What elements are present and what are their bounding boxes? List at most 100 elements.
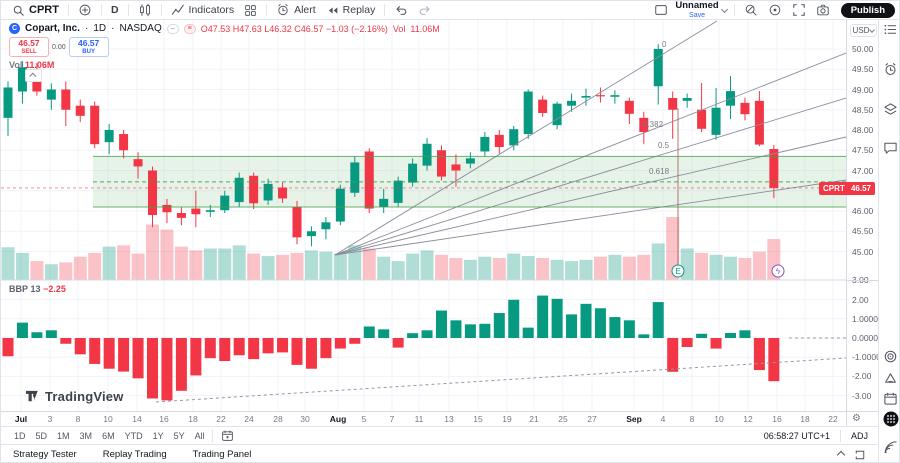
compare-button[interactable] — [73, 2, 97, 19]
alert-button[interactable]: Alert — [271, 2, 321, 19]
interval-button[interactable]: D — [106, 2, 124, 19]
range-button-1m[interactable]: 1M — [57, 430, 70, 441]
redo-button[interactable] — [413, 2, 437, 19]
volume-value: 11.06M — [24, 60, 55, 70]
range-button-3m[interactable]: 3M — [79, 430, 93, 441]
bbp-bar — [262, 338, 274, 354]
volume-bar — [304, 250, 318, 280]
price-axis[interactable]: USD 50.00 49.50 49.00 48.50 48.00 47.50 47.00 4… — [846, 20, 881, 411]
calendar-icon[interactable] — [883, 391, 898, 406]
range-button-6m[interactable]: 6M — [102, 430, 115, 441]
alarm-clock-icon — [276, 3, 290, 17]
range-button-5d[interactable]: 5D — [35, 430, 48, 441]
buy-button[interactable]: 46.57 BUY — [68, 37, 109, 57]
panel-expand-chevron-icon[interactable] — [836, 450, 846, 459]
broadcast-icon[interactable] — [883, 440, 898, 455]
currency-selector[interactable]: USD — [850, 24, 877, 37]
hide-symbol-button[interactable]: – — [166, 23, 179, 34]
adjusted-data-toggle[interactable]: ADJ — [850, 430, 868, 441]
range-button-all[interactable]: All — [194, 430, 205, 441]
apps-grid-icon[interactable] — [883, 411, 899, 427]
tab-replay-trading[interactable]: Replay Trading — [102, 449, 167, 460]
buy-price: 46.57 — [77, 38, 100, 49]
time-axis-tick: 11 — [414, 414, 424, 424]
time-axis[interactable]: ⚙ Jul 3 8 10 14 16 18 22 24 28 30 Aug 5 7 11 13 15 19 21 25… — [1, 411, 878, 427]
tab-trading-panel[interactable]: Trading Panel — [192, 449, 252, 460]
bbp-bar — [31, 332, 43, 338]
go-to-date-icon[interactable] — [221, 429, 234, 442]
chart-canvas[interactable]: 0 0.382 0.5 0.618 E ϟ — [1, 20, 846, 411]
price-axis-tick: 47.50 — [852, 145, 874, 156]
chevron-down-icon[interactable] — [720, 5, 728, 13]
bbp-bar — [594, 308, 606, 338]
axis-settings-gear-icon[interactable]: ⚙ — [852, 413, 861, 424]
bbp-length: 13 — [30, 284, 41, 294]
symbol-search-button[interactable]: CPRT — [7, 2, 64, 19]
volume-bar — [463, 259, 477, 280]
volume-bar — [608, 254, 622, 280]
volume-bar — [420, 250, 434, 280]
symbol-legend[interactable]: C Copart, Inc. · 1D · NASDAQ – ≡ O47.53 … — [9, 23, 440, 34]
range-button-5y[interactable]: 5Y — [173, 430, 185, 441]
candle — [552, 103, 562, 126]
range-button-1y[interactable]: 1Y — [152, 430, 164, 441]
candle — [321, 222, 331, 230]
layout-name[interactable]: Unnamed Save — [675, 1, 718, 19]
screener-target-icon[interactable] — [883, 349, 898, 364]
volume-bar — [203, 248, 217, 280]
candle — [234, 177, 244, 203]
price-axis-tick: 47.00 — [852, 165, 874, 176]
toolbar-separator — [384, 4, 386, 16]
candle — [624, 100, 634, 114]
range-button-ytd[interactable]: YTD — [124, 430, 143, 441]
volume-bar — [724, 256, 737, 280]
publish-button[interactable]: Publish — [840, 2, 895, 18]
volume-bar — [507, 253, 521, 280]
object-tree-icon[interactable] — [883, 102, 898, 117]
replay-button[interactable]: Replay — [321, 2, 381, 19]
quick-search-button[interactable] — [739, 2, 763, 19]
bbp-bar — [320, 338, 332, 359]
panel-maximize-icon[interactable] — [854, 449, 866, 461]
chevron-down-icon — [869, 26, 876, 33]
clock-readout[interactable]: 06:58:27 UTC+1 — [763, 430, 830, 441]
volume-bar — [752, 251, 766, 280]
watchlist-icon[interactable] — [883, 22, 898, 37]
pine-editor-icon[interactable] — [883, 371, 898, 386]
collapse-widget-button[interactable] — [25, 69, 42, 82]
snapshot-button[interactable] — [811, 2, 835, 19]
alerts-manager-button[interactable] — [763, 2, 787, 19]
bbp-legend[interactable]: BBP 13 −2.25 — [9, 284, 66, 294]
fib-fan-line — [334, 97, 846, 256]
chat-icon[interactable] — [883, 140, 898, 155]
candle — [740, 102, 750, 115]
undo-button[interactable] — [389, 2, 413, 19]
chart-style-button[interactable] — [133, 2, 157, 19]
time-axis-tick: 13 — [444, 414, 454, 424]
layout-templates-button[interactable] — [239, 2, 262, 19]
last-price-label: CPRT 46.57 — [819, 182, 875, 195]
bbp-bar — [392, 338, 404, 348]
candle — [465, 158, 475, 164]
price-axis-tick: 50.00 — [852, 44, 874, 54]
candle — [523, 91, 533, 135]
bbp-bar — [725, 333, 736, 338]
alerts-clock-icon[interactable] — [883, 62, 898, 77]
sell-button[interactable]: 46.57 SELL — [9, 37, 49, 57]
indicators-button[interactable]: Indicators — [166, 2, 240, 19]
symbol-more-button[interactable]: ≡ — [183, 23, 196, 34]
bbp-bar — [118, 338, 130, 372]
candle — [754, 100, 764, 145]
volume-bar — [622, 256, 636, 280]
volume-bar — [174, 246, 188, 280]
tab-strategy-tester[interactable]: Strategy Tester — [13, 449, 77, 460]
fib-fan-label: 0.5 — [658, 141, 670, 150]
price-axis-tick: 48.00 — [852, 125, 874, 135]
bbp-bar — [60, 338, 72, 344]
range-button-1d[interactable]: 1D — [14, 430, 26, 441]
layout-select-button[interactable] — [649, 2, 673, 19]
fullscreen-button[interactable] — [787, 2, 811, 19]
grid-layout-icon — [244, 4, 257, 17]
time-axis-tick: 18 — [188, 414, 198, 424]
replay-rewind-icon — [326, 4, 339, 17]
